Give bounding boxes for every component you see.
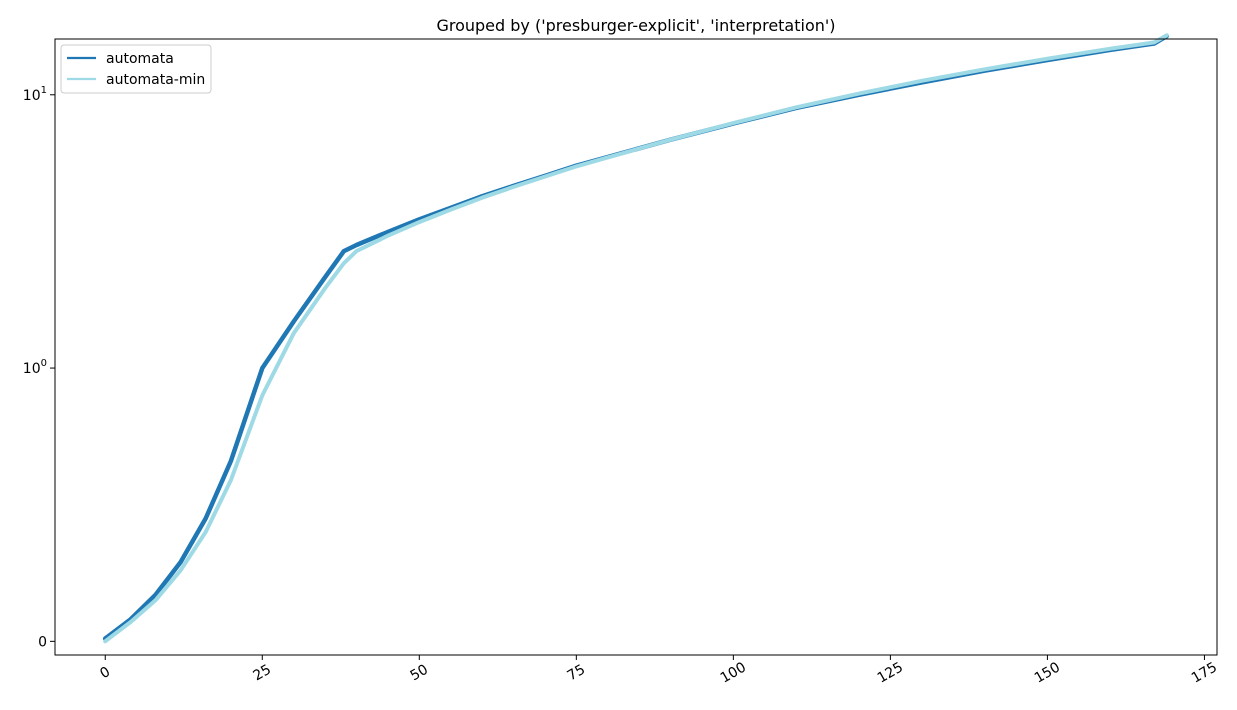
chart-title: Grouped by ('presburger-explicit', 'inte… — [436, 16, 835, 35]
legend-box — [60, 44, 212, 94]
plot-area — [55, 39, 1217, 655]
x-tick-label: 0 — [97, 664, 113, 682]
y-tick-label: 100 — [23, 358, 47, 377]
x-tick-label: 25 — [251, 662, 274, 685]
x-tick-label: 100 — [718, 659, 749, 686]
series-line-automata-min — [103, 33, 1169, 644]
x-tick-label: 75 — [565, 662, 588, 685]
y-tick-label: 101 — [23, 85, 47, 104]
legend-label-automata-min: automata-min — [106, 72, 205, 88]
y-tick-label: 0 — [38, 634, 47, 650]
legend: automata automata-min — [60, 44, 212, 94]
x-tick-label: 150 — [1032, 659, 1063, 686]
plot-frame — [54, 38, 1218, 656]
y-axis: 0 100 101 — [23, 85, 55, 650]
x-tick-label: 125 — [875, 659, 906, 686]
x-tick-label: 175 — [1189, 659, 1220, 686]
legend-label-automata: automata — [106, 51, 174, 67]
series-layer — [102, 33, 1170, 644]
x-tick-label: 50 — [408, 662, 431, 685]
x-axis: 0 25 50 75 100 125 150 175 — [97, 655, 1220, 687]
